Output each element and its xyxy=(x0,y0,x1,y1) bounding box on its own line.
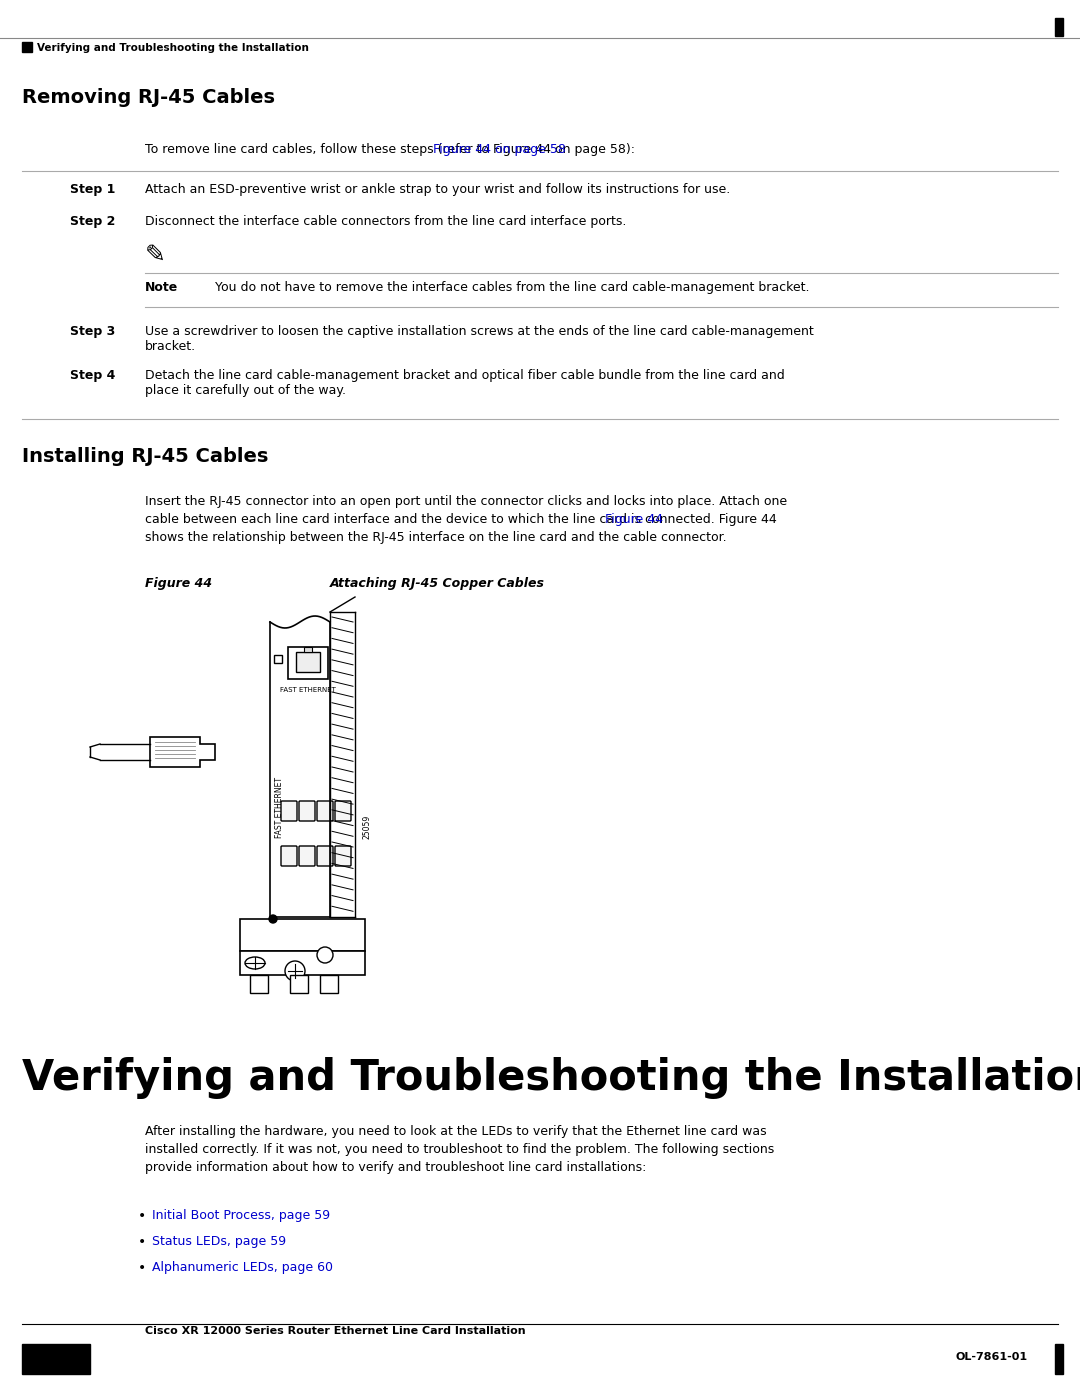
Text: Step 4: Step 4 xyxy=(70,369,116,381)
Text: OL-7861-01: OL-7861-01 xyxy=(955,1352,1027,1362)
Text: Status LEDs, page 59: Status LEDs, page 59 xyxy=(152,1235,286,1248)
Text: After installing the hardware, you need to look at the LEDs to verify that the E: After installing the hardware, you need … xyxy=(145,1125,767,1139)
Ellipse shape xyxy=(245,957,265,970)
Text: Cisco XR 12000 Series Router Ethernet Line Card Installation: Cisco XR 12000 Series Router Ethernet Li… xyxy=(145,1326,526,1336)
Bar xyxy=(1055,1344,1063,1375)
Text: To remove line card cables, follow these steps (refer to Figure 44 on page 58):: To remove line card cables, follow these… xyxy=(145,142,635,156)
FancyBboxPatch shape xyxy=(299,847,315,866)
Circle shape xyxy=(318,947,333,963)
Text: You do not have to remove the interface cables from the line card cable-manageme: You do not have to remove the interface … xyxy=(215,281,810,293)
Text: FAST ETHERNET: FAST ETHERNET xyxy=(275,777,284,837)
FancyBboxPatch shape xyxy=(299,800,315,821)
Text: Verifying and Troubleshooting the Installation: Verifying and Troubleshooting the Instal… xyxy=(37,43,309,53)
Text: Attach an ESD-preventive wrist or ankle strap to your wrist and follow its instr: Attach an ESD-preventive wrist or ankle … xyxy=(145,183,730,196)
Text: ✎: ✎ xyxy=(145,243,166,267)
Bar xyxy=(1055,18,1063,36)
Polygon shape xyxy=(150,738,215,767)
Text: Step 3: Step 3 xyxy=(70,326,116,338)
Bar xyxy=(296,652,320,672)
Bar xyxy=(240,951,365,975)
Bar xyxy=(274,655,282,664)
Text: Step 2: Step 2 xyxy=(70,215,116,228)
Bar xyxy=(240,919,365,951)
Text: Installing RJ-45 Cables: Installing RJ-45 Cables xyxy=(22,447,268,467)
Text: Removing RJ-45 Cables: Removing RJ-45 Cables xyxy=(22,88,275,108)
Text: cable between each line card interface and the device to which the line card is : cable between each line card interface a… xyxy=(145,513,777,527)
Bar xyxy=(22,1344,90,1375)
Text: Disconnect the interface cable connectors from the line card interface ports.: Disconnect the interface cable connector… xyxy=(145,215,626,228)
FancyBboxPatch shape xyxy=(335,847,351,866)
Text: installed correctly. If it was not, you need to troubleshoot to find the problem: installed correctly. If it was not, you … xyxy=(145,1143,774,1155)
Bar xyxy=(320,975,338,993)
Text: •: • xyxy=(138,1235,146,1249)
Text: FAST ETHERNET: FAST ETHERNET xyxy=(280,687,336,693)
FancyBboxPatch shape xyxy=(318,847,333,866)
Text: Detach the line card cable-management bracket and optical fiber cable bundle fro: Detach the line card cable-management br… xyxy=(145,369,785,397)
Text: •: • xyxy=(138,1261,146,1275)
FancyBboxPatch shape xyxy=(335,800,351,821)
Text: Attaching RJ-45 Copper Cables: Attaching RJ-45 Copper Cables xyxy=(330,577,545,590)
Text: 25059: 25059 xyxy=(363,814,372,840)
Text: Initial Boot Process, page 59: Initial Boot Process, page 59 xyxy=(152,1208,330,1222)
Bar xyxy=(303,647,312,652)
Circle shape xyxy=(285,961,305,981)
FancyBboxPatch shape xyxy=(281,847,297,866)
Text: shows the relationship between the RJ-45 interface on the line card and the cabl: shows the relationship between the RJ-45… xyxy=(145,531,727,543)
Circle shape xyxy=(269,915,276,923)
Bar xyxy=(22,42,32,52)
Text: •: • xyxy=(138,1208,146,1222)
Bar xyxy=(249,975,268,993)
Text: Figure 44: Figure 44 xyxy=(145,577,212,590)
Text: Insert the RJ-45 connector into an open port until the connector clicks and lock: Insert the RJ-45 connector into an open … xyxy=(145,495,787,509)
Text: Note: Note xyxy=(145,281,178,293)
Bar xyxy=(288,647,328,679)
FancyBboxPatch shape xyxy=(281,800,297,821)
Text: 58: 58 xyxy=(43,1344,68,1362)
Text: Step 1: Step 1 xyxy=(70,183,116,196)
FancyBboxPatch shape xyxy=(318,800,333,821)
Text: Alphanumeric LEDs, page 60: Alphanumeric LEDs, page 60 xyxy=(152,1261,333,1274)
Text: Use a screwdriver to loosen the captive installation screws at the ends of the l: Use a screwdriver to loosen the captive … xyxy=(145,326,813,353)
Bar xyxy=(291,975,308,993)
Text: provide information about how to verify and troubleshoot line card installations: provide information about how to verify … xyxy=(145,1161,646,1173)
Text: Figure 44 on page 58: Figure 44 on page 58 xyxy=(433,142,566,156)
Text: Figure 44: Figure 44 xyxy=(605,513,662,527)
Text: Verifying and Troubleshooting the Installation: Verifying and Troubleshooting the Instal… xyxy=(22,1058,1080,1099)
